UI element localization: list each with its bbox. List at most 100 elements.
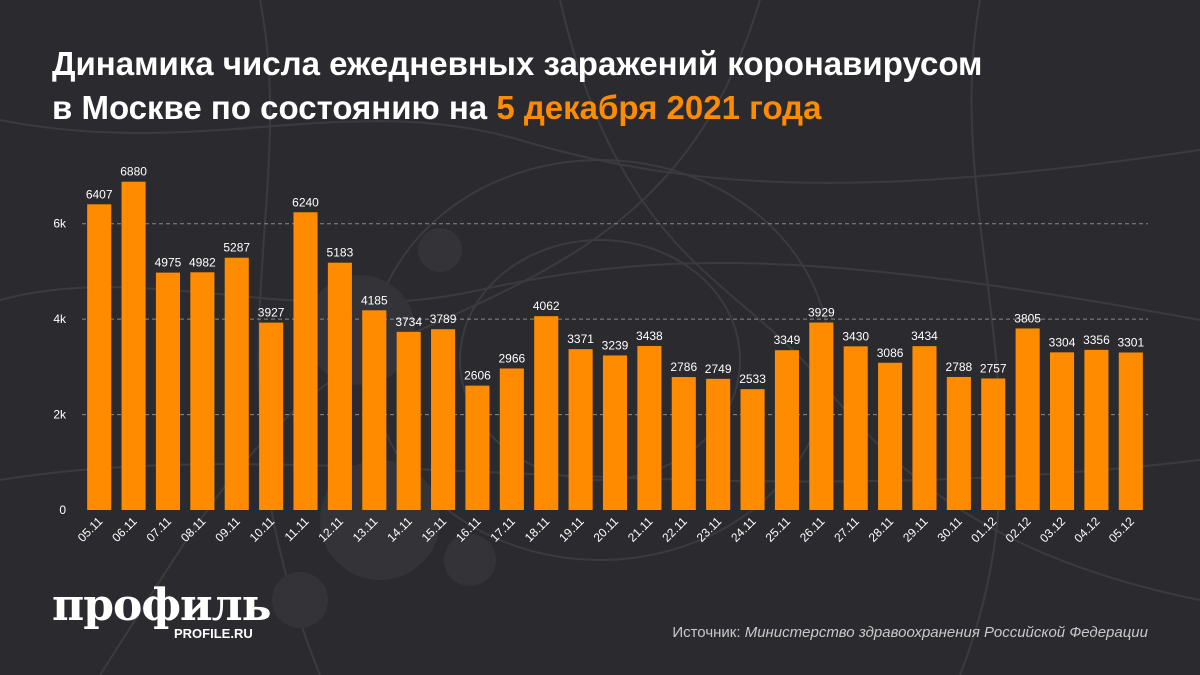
bar-value-label: 2966 <box>498 351 525 365</box>
bar-value-label: 2749 <box>705 362 732 376</box>
bar-value-label: 5287 <box>223 241 250 255</box>
bar-value-label: 2786 <box>670 360 697 374</box>
x-tick-label: 28.11 <box>866 514 897 545</box>
x-tick-label: 12.11 <box>316 514 347 545</box>
bar <box>87 204 112 511</box>
bar <box>190 272 215 510</box>
bar <box>1084 349 1109 510</box>
bar <box>362 310 387 510</box>
logo-site: PROFILE.RU <box>174 626 253 641</box>
bar-value-label: 3301 <box>1117 335 1144 349</box>
profile-logo: профиль PROFILE.RU <box>52 580 272 642</box>
bar <box>1049 352 1075 510</box>
bar <box>946 376 971 510</box>
x-tick-label: 16.11 <box>453 514 484 545</box>
bar <box>224 257 249 510</box>
bar <box>121 181 146 510</box>
bar-value-label: 3805 <box>1014 311 1041 325</box>
x-tick-label: 25.11 <box>763 514 794 545</box>
source-label: Источник: <box>672 624 745 641</box>
bar <box>809 322 834 510</box>
bar-value-label: 3086 <box>877 346 904 360</box>
x-tick-label: 13.11 <box>350 514 381 545</box>
bar-value-label: 3927 <box>258 306 285 320</box>
x-tick-label: 21.11 <box>625 514 656 545</box>
title-line2-prefix: в Москве по состоянию на <box>52 89 497 126</box>
bar <box>1015 328 1040 510</box>
bar <box>534 316 559 510</box>
bar <box>293 212 318 510</box>
x-tick-label: 22.11 <box>659 514 690 545</box>
bar-value-label: 3438 <box>636 329 663 343</box>
x-tick-label: 29.11 <box>900 514 931 545</box>
x-tick-label: 24.11 <box>728 514 759 545</box>
x-tick-label: 10.11 <box>247 514 278 545</box>
x-tick-label: 18.11 <box>522 514 553 545</box>
bar-value-label: 2606 <box>464 369 491 383</box>
x-tick-label: 14.11 <box>384 514 415 545</box>
bar <box>155 272 181 510</box>
bar-value-label: 3349 <box>774 333 801 347</box>
bar <box>602 355 628 510</box>
source-note: Источник: Министерство здравоохранения Р… <box>672 624 1148 641</box>
bar-value-label: 3789 <box>430 312 457 326</box>
bar <box>706 378 731 510</box>
bar-value-label: 3434 <box>911 329 938 343</box>
bar-value-label: 2757 <box>980 361 1007 375</box>
x-tick-label: 04.12 <box>1071 514 1102 545</box>
bar-value-label: 3371 <box>567 332 594 346</box>
bar <box>637 345 662 510</box>
bar-value-label: 3734 <box>395 315 422 329</box>
y-tick-label: 0 <box>59 503 66 517</box>
bar <box>843 346 868 510</box>
bar <box>568 349 593 510</box>
x-tick-label: 15.11 <box>419 514 450 545</box>
x-tick-label: 23.11 <box>694 514 725 545</box>
bar-value-label: 3430 <box>842 329 869 343</box>
bar-value-label: 6240 <box>292 195 319 209</box>
bar <box>981 378 1006 510</box>
x-tick-label: 26.11 <box>797 514 828 545</box>
bar <box>431 329 456 510</box>
bar <box>327 262 352 510</box>
y-tick-label: 4k <box>53 312 67 326</box>
bar <box>1118 352 1143 510</box>
bar <box>465 385 490 510</box>
bar-value-label: 6407 <box>86 187 113 201</box>
bar-value-label: 3239 <box>602 338 629 352</box>
x-tick-label: 11.11 <box>282 514 312 544</box>
bar-value-label: 4982 <box>189 255 216 269</box>
x-tick-label: 19.11 <box>556 514 587 545</box>
bar-value-label: 3304 <box>1049 335 1076 349</box>
x-tick-label: 02.12 <box>1003 514 1034 545</box>
source-value: Министерство здравоохранения Российской … <box>744 624 1148 641</box>
x-tick-label: 08.11 <box>178 514 209 545</box>
bar-value-label: 2788 <box>946 360 973 374</box>
x-tick-label: 09.11 <box>212 514 243 545</box>
bar <box>740 389 765 510</box>
x-tick-label: 30.11 <box>934 514 965 545</box>
bar-value-label: 4062 <box>533 299 560 313</box>
x-tick-label: 05.12 <box>1106 514 1137 545</box>
title-line1: Динамика числа ежедневных заражений коро… <box>52 45 983 82</box>
bar-value-label: 3356 <box>1083 333 1110 347</box>
x-tick-label: 05.11 <box>75 514 106 545</box>
x-tick-label: 07.11 <box>144 514 175 545</box>
logo-wordmark: профиль <box>52 580 272 631</box>
bar-value-label: 4975 <box>155 256 182 270</box>
bar-value-label: 3929 <box>808 306 835 320</box>
x-tick-label: 20.11 <box>591 514 622 545</box>
x-tick-label: 01.12 <box>968 514 999 545</box>
y-tick-label: 2k <box>53 408 67 422</box>
title-line2-date: 5 декабря 2021 года <box>496 89 822 126</box>
bar-value-label: 6880 <box>120 165 147 179</box>
x-tick-label: 03.12 <box>1037 514 1068 545</box>
bar <box>774 350 799 510</box>
x-tick-label: 27.11 <box>831 514 862 545</box>
x-tick-label: 17.11 <box>487 514 518 545</box>
bar <box>878 362 903 510</box>
bar-value-label: 2533 <box>739 372 766 386</box>
bar <box>671 377 696 510</box>
bar <box>499 368 524 510</box>
